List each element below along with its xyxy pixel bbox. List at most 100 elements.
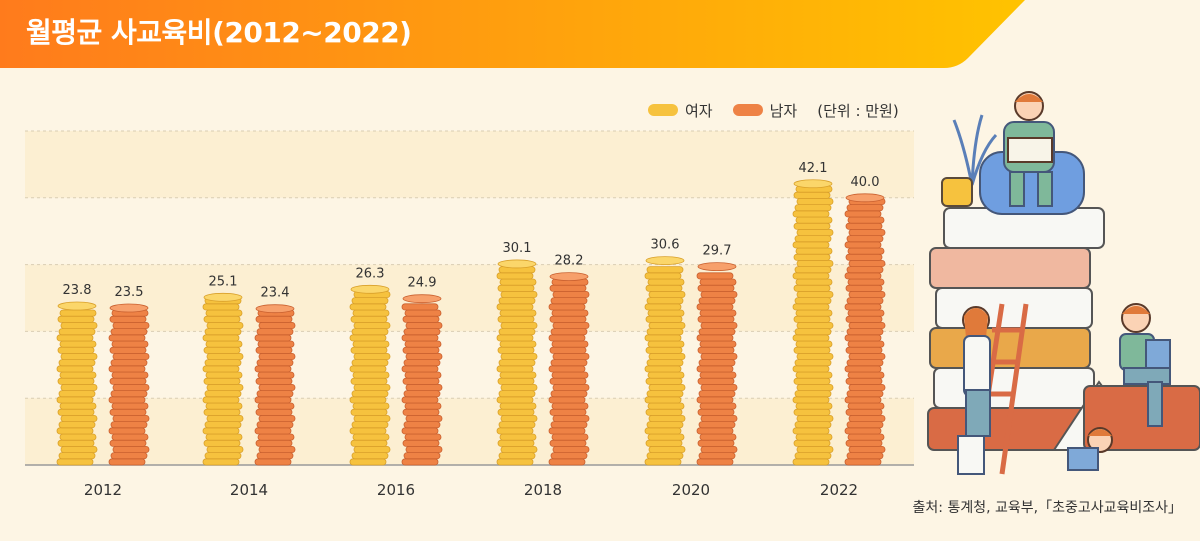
coin	[795, 340, 833, 348]
coin	[644, 427, 682, 435]
coin-top	[697, 262, 737, 272]
coin	[403, 359, 441, 367]
coin	[403, 421, 441, 429]
coin	[644, 272, 682, 280]
coin	[402, 408, 440, 416]
title-banner	[0, 0, 1025, 68]
coin	[646, 359, 684, 367]
coin	[109, 439, 147, 447]
value-label: 23.8	[63, 283, 92, 298]
coin	[498, 452, 536, 460]
coin	[844, 365, 882, 373]
coin	[350, 377, 388, 385]
coin	[844, 334, 882, 342]
coin	[698, 297, 736, 305]
boy-sitting-icon	[1119, 303, 1171, 427]
coin	[58, 421, 96, 429]
coin	[254, 427, 292, 435]
coin	[846, 204, 884, 212]
coin	[203, 377, 241, 385]
coin	[548, 365, 586, 373]
coin	[258, 445, 296, 453]
coin	[848, 383, 886, 391]
coin	[793, 222, 831, 230]
value-label: 25.1	[209, 274, 238, 289]
coin	[698, 421, 736, 429]
coin	[202, 365, 240, 373]
coin	[792, 303, 830, 311]
unit-label: (단위 : 만원)	[817, 101, 899, 120]
bar-female-2016	[349, 284, 391, 466]
coin	[845, 346, 883, 354]
coin	[206, 445, 244, 453]
bar-male-2022	[844, 193, 886, 466]
coin	[204, 452, 242, 460]
coin	[792, 365, 830, 373]
coin	[349, 396, 387, 404]
coin	[351, 421, 389, 429]
coin	[203, 315, 241, 323]
coin	[57, 439, 95, 447]
coin	[202, 303, 240, 311]
grid-band	[25, 398, 914, 465]
value-label: 24.9	[408, 276, 437, 291]
coin	[256, 421, 294, 429]
coin	[403, 452, 441, 460]
value-label: 26.3	[356, 266, 385, 281]
coin	[793, 191, 831, 199]
coin	[700, 290, 738, 298]
coin	[57, 315, 95, 323]
coin	[646, 266, 684, 274]
coin	[551, 402, 589, 410]
coin	[401, 458, 439, 466]
coin	[847, 433, 885, 441]
coin	[350, 346, 388, 354]
coin	[202, 427, 240, 435]
coin-top	[402, 294, 442, 304]
coin-top	[255, 304, 295, 314]
coin	[847, 247, 885, 255]
coin	[257, 371, 295, 379]
coin	[794, 235, 832, 243]
coin	[109, 315, 147, 323]
girl-reading-icon	[1067, 427, 1113, 471]
coin	[111, 402, 149, 410]
coin	[496, 396, 534, 404]
coin	[847, 278, 885, 286]
coin	[497, 439, 535, 447]
coin	[112, 414, 150, 422]
coin	[699, 371, 737, 379]
coin	[111, 433, 149, 441]
legend-label-female: 여자	[685, 101, 713, 120]
coin	[353, 414, 391, 422]
coin	[496, 365, 534, 373]
coin	[401, 334, 439, 342]
coin	[108, 334, 146, 342]
coin	[697, 439, 735, 447]
coin	[644, 458, 682, 466]
coin	[845, 377, 883, 385]
coin	[794, 297, 832, 305]
bar-male-2020	[696, 262, 738, 466]
coin	[792, 241, 830, 249]
legend-swatch-male	[732, 104, 763, 116]
coin	[551, 371, 589, 379]
coin	[497, 377, 535, 385]
coin	[848, 445, 886, 453]
coin	[793, 439, 831, 447]
x-tick-label: 2022	[820, 481, 858, 499]
coin	[550, 421, 588, 429]
coin	[203, 439, 241, 447]
coin	[351, 452, 389, 460]
coin	[497, 284, 535, 292]
coin	[552, 414, 590, 422]
coin	[644, 365, 682, 373]
coin	[405, 383, 443, 391]
coin	[648, 383, 686, 391]
coin	[792, 334, 830, 342]
coin	[700, 383, 738, 391]
coin	[57, 377, 95, 385]
coin	[258, 352, 296, 360]
coin	[796, 445, 834, 453]
coin	[646, 328, 684, 336]
